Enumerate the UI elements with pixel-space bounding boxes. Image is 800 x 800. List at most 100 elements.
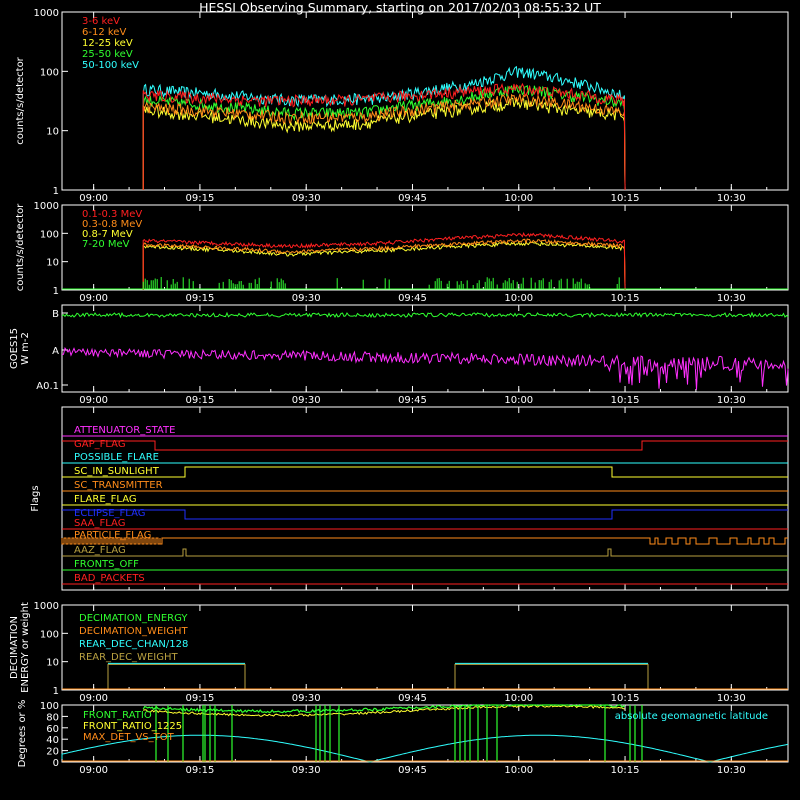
flag-label: FLARE_FLAG [74,494,137,505]
series-line-0-3-0-8-MeV [142,238,626,291]
panel-frame [61,204,789,291]
time-tick-label: 10:00 [504,765,533,776]
flag-trace-particle-flag [61,537,788,545]
series-line-7-20-MeV [62,277,788,290]
flag-trace-eclipse-flag [62,509,788,520]
series-line-geomagnetic-latitude [61,734,789,763]
panel-frame [61,406,789,591]
series-line-0-1-0-3-MeV [142,231,626,291]
legend-entry: DECIMATION_ENERGY [79,613,188,624]
y-tick-label: 80 [46,712,59,723]
flag-trace-gap-flag [62,440,788,451]
y-tick-label: A0.1 [36,381,59,392]
time-tick-label: 09:00 [79,693,108,704]
y-tick-label: B [52,309,59,320]
time-tick-label: 09:15 [186,293,215,304]
time-tick-label: 09:15 [186,765,215,776]
flag-label: GAP_FLAG [74,439,126,450]
series-line-50-100-keV [142,65,626,191]
time-tick-label: 09:30 [292,293,321,304]
y-tick-label: 1 [53,686,59,697]
time-tick-label: 10:15 [611,193,640,204]
y-axis-label: counts/s/detector [15,203,26,291]
y-tick-label: 100 [40,67,59,78]
time-tick-label: 09:00 [79,193,108,204]
series-line-25-50-keV [142,84,626,191]
y-tick-label: 100 [40,629,59,640]
time-tick-label: 10:30 [717,395,746,406]
y-tick-label: 0 [53,758,59,769]
series-line-rear-dec-weight [454,663,649,689]
flag-label: ATTENUATOR_STATE [74,425,175,436]
legend-entry: MAX_DET_VS_TOT [83,732,175,743]
flag-label: ECLIPSE_FLAG [74,508,145,519]
y-axis-label: Flags [30,485,41,511]
y-tick-label: 10 [46,658,59,669]
time-tick-label: 09:15 [186,693,215,704]
legend-entry: 12-25 keV [82,38,133,49]
y-axis-label: DECIMATION [9,616,20,679]
y-tick-label: 1 [53,286,59,297]
legend-entry: FRONT_RATIO_1225 [83,721,182,732]
legend-entry: REAR_DEC_CHAN/128 [79,639,188,650]
y-axis-label: Degrees or % [17,700,28,768]
time-tick-label: 10:00 [504,395,533,406]
series-line-12-25-keV [142,96,626,191]
flag-label: SC_IN_SUNLIGHT [74,466,160,477]
series-line-front-ratio [142,704,643,762]
time-tick-label: 09:45 [398,693,427,704]
y-tick-label: 10 [46,258,59,269]
time-tick-label: 10:00 [504,293,533,304]
flag-label: PARTICLE_FLAG [74,530,151,541]
time-tick-label: 10:15 [611,765,640,776]
panel-frame [61,11,789,191]
y-tick-label: 100 [40,229,59,240]
time-tick-label: 09:15 [186,193,215,204]
y-tick-label: 10 [46,127,59,138]
time-tick-label: 09:30 [292,193,321,204]
panel-frame [61,604,789,691]
y-tick-label: 20 [46,747,59,758]
flag-label: BAD_PACKETS [74,573,145,584]
time-tick-label: 10:30 [717,693,746,704]
time-tick-label: 09:45 [398,193,427,204]
time-tick-label: 09:45 [398,293,427,304]
time-tick-label: 10:30 [717,293,746,304]
time-tick-label: 09:00 [79,293,108,304]
series-line-goes-long [61,311,789,319]
panel-goes [61,304,789,393]
legend-entry: 6-12 keV [82,27,126,38]
time-tick-label: 09:30 [292,765,321,776]
series-line-3-6-keV [142,82,626,191]
legend-entry: 0.1-0.3 MeV [82,209,142,220]
flag-label: SC_TRANSMITTER [74,480,163,491]
flag-label: FRONTS_OFF [74,559,139,570]
flag-trace-aaz-flag [62,548,788,557]
y-tick-label: 1000 [34,201,59,212]
time-tick-label: 10:30 [717,193,746,204]
legend-entry: REAR_DEC_WEIGHT [79,652,178,663]
y-tick-label: 60 [46,724,59,735]
legend-entry: 50-100 keV [82,60,139,71]
time-tick-label: 10:15 [611,293,640,304]
series-line-6-12-keV [142,93,626,191]
y-axis-unit: W m-2 [20,332,31,365]
time-tick-label: 10:30 [717,765,746,776]
y-axis-label: counts/s/detector [15,56,26,144]
y-tick-label: 1 [53,186,59,197]
time-tick-label: 10:15 [611,395,640,406]
panel-frame [61,304,789,393]
time-tick-label: 09:30 [292,395,321,406]
flag-label: POSSIBLE_FLARE [74,452,159,463]
series-line-front-ratio-1225 [143,704,625,717]
flag-label: AAZ_FLAG [74,545,126,556]
time-tick-label: 09:45 [398,395,427,406]
legend-entry: 3-6 keV [82,16,120,27]
y-axis-label: GOES15 [9,328,20,369]
y-tick-label: 1000 [34,8,59,19]
legend-entry: 25-50 keV [82,49,133,60]
series-line-goes-short [61,346,789,390]
y-tick-label: 100 [40,701,59,712]
